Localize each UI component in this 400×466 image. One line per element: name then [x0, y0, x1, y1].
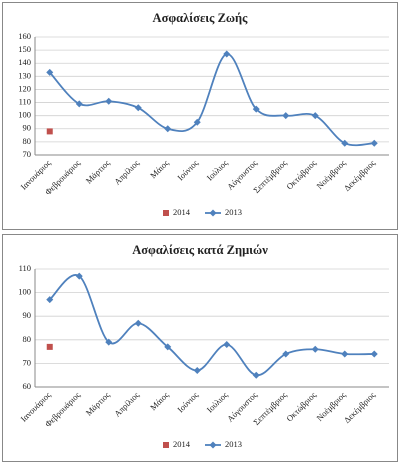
series-line [49, 274, 375, 377]
y-tick-label: 110 [19, 263, 31, 273]
legend-label: 2014 [173, 207, 191, 217]
legend-label: 2013 [225, 207, 242, 217]
point [282, 112, 290, 120]
point [75, 272, 83, 280]
y-tick-label: 160 [18, 31, 31, 41]
chart-panel: Ασφαλίσεις Ζωής 70 80 90 100 110 120 130 140 150 1… [2, 2, 398, 230]
point [252, 371, 260, 379]
y-tick-label: 140 [18, 57, 31, 67]
point [105, 338, 113, 346]
point [46, 68, 54, 76]
legend-label: 2014 [173, 439, 191, 449]
point [134, 319, 142, 327]
point [223, 50, 231, 58]
x-tick-label: Δεκέμβριος [342, 157, 378, 193]
y-tick-label: 130 [18, 70, 31, 80]
x-tick-label: Ιούλιος [205, 389, 230, 414]
point [193, 366, 201, 374]
series-line [49, 53, 375, 147]
point [370, 139, 378, 147]
point [252, 105, 260, 113]
y-tick-label: 150 [18, 44, 31, 54]
point [311, 112, 319, 120]
point [370, 350, 378, 358]
y-tick-label: 90 [23, 310, 32, 320]
y-tick-label: 100 [18, 110, 31, 120]
point [46, 128, 53, 135]
chart-title: Ασφαλίσεις κατά Ζημιών [132, 243, 268, 257]
y-tick-label: 70 [23, 357, 32, 367]
x-tick-label: Οκτώβριος [284, 157, 318, 191]
point [193, 118, 201, 126]
x-tick-label: Ιούνιος [175, 157, 200, 182]
x-tick-label: Μάρτιος [84, 157, 112, 185]
legend-swatch [209, 209, 217, 217]
legend-swatch [209, 441, 217, 449]
y-tick-label: 120 [18, 83, 31, 93]
y-tick-label: 80 [23, 334, 32, 344]
point [164, 125, 172, 133]
chart: Ασφαλίσεις κατά Ζημιών60708090100110Ιανο… [18, 243, 389, 449]
legend-swatch [163, 210, 169, 216]
y-tick-label: 60 [23, 381, 32, 391]
point [46, 296, 54, 304]
x-tick-label: Δεκέμβριος [342, 389, 378, 425]
legend-swatch [163, 442, 169, 448]
y-tick-label: 90 [23, 123, 32, 133]
point [341, 350, 349, 358]
point [134, 104, 142, 112]
x-tick-label: Απρίλιος [112, 157, 141, 186]
point [223, 341, 231, 349]
point [164, 343, 172, 351]
y-tick-label: 70 [23, 149, 32, 159]
chart: Ασφαλίσεις Ζωής 70 80 90 100 110 120 130 140 150 1… [18, 11, 389, 217]
x-tick-label: Ιούνιος [175, 389, 200, 414]
y-tick-label: 110 [19, 97, 31, 107]
point [282, 350, 290, 358]
x-tick-label: Μάιος [148, 389, 171, 412]
x-tick-label: Οκτώβριος [284, 389, 318, 423]
point [311, 345, 319, 353]
x-tick-label: Μάρτιος [84, 389, 112, 417]
point [105, 97, 113, 105]
point [46, 343, 53, 350]
y-tick-label: 80 [23, 136, 32, 146]
chart-panel: Ασφαλίσεις κατά Ζημιών 60 70 80 90 100 110 Ιανο… [2, 234, 398, 462]
chart-title: Ασφαλίσεις Ζωής [153, 11, 249, 25]
legend-label: 2013 [225, 439, 242, 449]
x-tick-label: Απρίλιος [112, 389, 141, 418]
y-tick-label: 100 [18, 287, 31, 297]
point [75, 100, 83, 108]
x-tick-label: Ιούλιος [205, 157, 230, 182]
x-tick-label: Μάιος [148, 157, 171, 180]
point [341, 139, 349, 147]
